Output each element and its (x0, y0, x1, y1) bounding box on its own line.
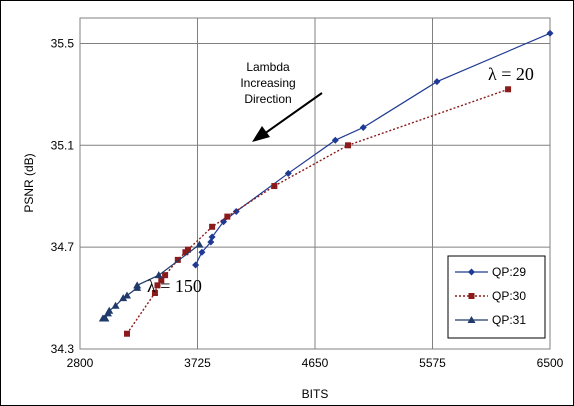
legend-label-qp29: QP:29 (492, 265, 526, 279)
data-point-qp29 (359, 123, 367, 131)
data-point-qp30 (184, 246, 191, 253)
data-point-qp30 (158, 277, 165, 284)
data-point-qp30 (345, 142, 352, 149)
y-axis-ticks: 34.3 34.7 35.1 35.5 (51, 36, 75, 356)
annotation-line-3: Direction (244, 92, 291, 106)
lambda-high-label: λ = 20 (488, 64, 534, 84)
data-point-qp31 (195, 240, 204, 248)
legend-item-qp31: QP:31 (455, 313, 526, 327)
data-point-qp29 (207, 238, 215, 246)
lambda-low-label: λ = 150 (147, 276, 202, 296)
x-tick-label: 2800 (67, 356, 94, 370)
legend-item-qp30: QP:30 (455, 289, 526, 303)
data-point-qp31 (123, 291, 131, 299)
data-point-qp30 (505, 86, 512, 93)
direction-arrow-shaft (263, 92, 323, 135)
data-point-qp29 (331, 136, 339, 144)
data-point-qp30 (174, 256, 181, 263)
data-point-qp30 (162, 272, 169, 279)
x-tick-label: 5575 (419, 356, 446, 370)
data-point-qp29 (192, 261, 200, 269)
data-point-qp29 (284, 169, 292, 177)
legend-marker-qp29 (468, 268, 475, 276)
legend-item-qp29: QP:29 (455, 265, 526, 279)
data-point-qp31 (101, 314, 110, 322)
data-point-qp30 (224, 213, 231, 220)
data-point-qp31 (133, 281, 142, 289)
data-point-qp31 (154, 271, 163, 279)
y-axis-title: PSNR (dB) (22, 153, 36, 212)
data-point-qp29 (433, 78, 441, 86)
data-point-qp30 (271, 183, 278, 190)
data-point-qp29 (198, 248, 206, 256)
data-point-qp30 (124, 330, 130, 337)
direction-arrow-head (252, 126, 270, 142)
grid (80, 18, 550, 349)
series-qp31 (98, 240, 204, 322)
x-axis-title: BITS (302, 387, 329, 401)
x-axis-ticks: 2800 3725 4650 5575 6500 (67, 356, 564, 370)
data-point-qp29 (546, 29, 554, 37)
y-tick-label: 34.3 (51, 342, 75, 356)
data-point-qp31 (119, 294, 128, 302)
legend-marker-qp30 (468, 293, 475, 299)
series-qp30 (124, 86, 512, 337)
data-point-qp30 (154, 282, 161, 289)
y-tick-label: 35.1 (51, 138, 75, 152)
legend-label-qp31: QP:31 (492, 313, 526, 327)
data-point-qp31 (105, 306, 114, 314)
legend-box (447, 255, 546, 339)
annotation-line-2: Increasing (240, 76, 295, 90)
legend-marker-qp31 (467, 316, 476, 323)
legend-label-qp30: QP:30 (492, 289, 526, 303)
x-tick-label: 4650 (302, 356, 329, 370)
annotation-line-1: Lambda (246, 60, 290, 74)
y-tick-label: 35.5 (51, 36, 75, 50)
x-tick-label: 3725 (184, 356, 211, 370)
data-point-qp29 (208, 233, 216, 241)
y-tick-label: 34.7 (51, 240, 75, 254)
data-point-qp30 (209, 223, 216, 230)
x-tick-label: 6500 (537, 356, 564, 370)
data-point-qp30 (151, 289, 158, 296)
series-group (98, 29, 554, 337)
data-point-qp31 (111, 301, 120, 309)
legend: QP:29 QP:30 QP:31 (447, 255, 546, 339)
